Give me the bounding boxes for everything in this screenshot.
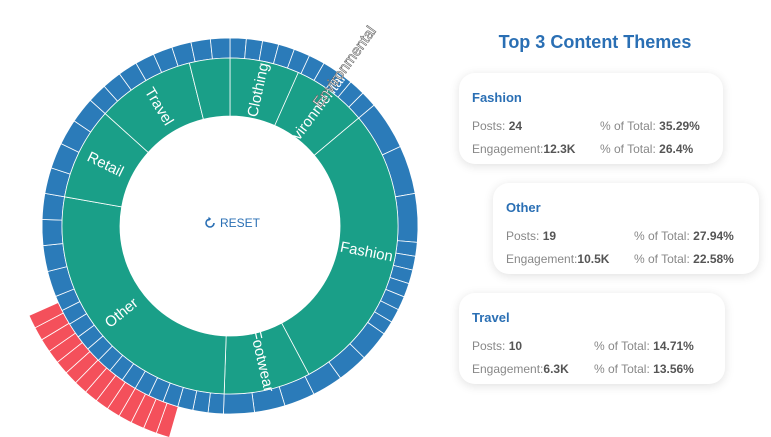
engagement-row: Engagement:12.3K % of Total: 26.4% <box>472 142 694 156</box>
reset-label: RESET <box>220 216 261 230</box>
outer-segment[interactable] <box>41 219 64 247</box>
outer-ring-highlight <box>28 301 179 437</box>
posts-row: Posts: 19 % of Total: 27.94% <box>506 229 734 243</box>
engagement-row: Engagement:10.5K % of Total: 22.58% <box>506 252 734 266</box>
outer-segment[interactable] <box>209 37 231 60</box>
sunburst-svg[interactable]: Clothing EnvironmentalFashionFootwearOthe… <box>0 0 430 437</box>
outer-ring <box>41 37 419 415</box>
reset-button[interactable]: RESET <box>203 216 260 230</box>
outer-segment[interactable] <box>229 37 247 60</box>
card-name: Fashion <box>472 90 522 105</box>
inner-segment[interactable] <box>188 57 231 120</box>
outer-segment[interactable] <box>394 192 419 243</box>
outer-segment[interactable] <box>41 192 66 221</box>
sunburst-chart[interactable]: Clothing Environmental Fashion Footwear Othe… <box>0 0 430 437</box>
card-name: Other <box>506 200 541 215</box>
posts-row: Posts: 24 % of Total: 35.29% <box>472 119 700 133</box>
posts-row: Posts: 10 % of Total: 14.71% <box>472 339 694 353</box>
engagement-row: Engagement:6.3K % of Total: 13.56% <box>472 362 694 376</box>
outer-segment[interactable] <box>190 38 213 63</box>
inner-segment[interactable] <box>281 117 399 375</box>
panel-title: Top 3 Content Themes <box>498 32 692 52</box>
inner-ring <box>61 57 399 395</box>
outer-segment[interactable] <box>223 392 255 415</box>
card-name: Travel <box>472 310 510 325</box>
refresh-icon <box>203 216 217 230</box>
theme-card-fashion[interactable]: Fashion Posts: 24 % of Total: 35.29% Eng… <box>459 73 723 164</box>
theme-card-other[interactable]: Other Posts: 19 % of Total: 27.94% Engag… <box>493 183 759 274</box>
outer-segment[interactable] <box>207 392 225 415</box>
inner-segment[interactable] <box>61 196 227 395</box>
theme-card-travel[interactable]: Travel Posts: 10 % of Total: 14.71% Enga… <box>459 293 725 384</box>
